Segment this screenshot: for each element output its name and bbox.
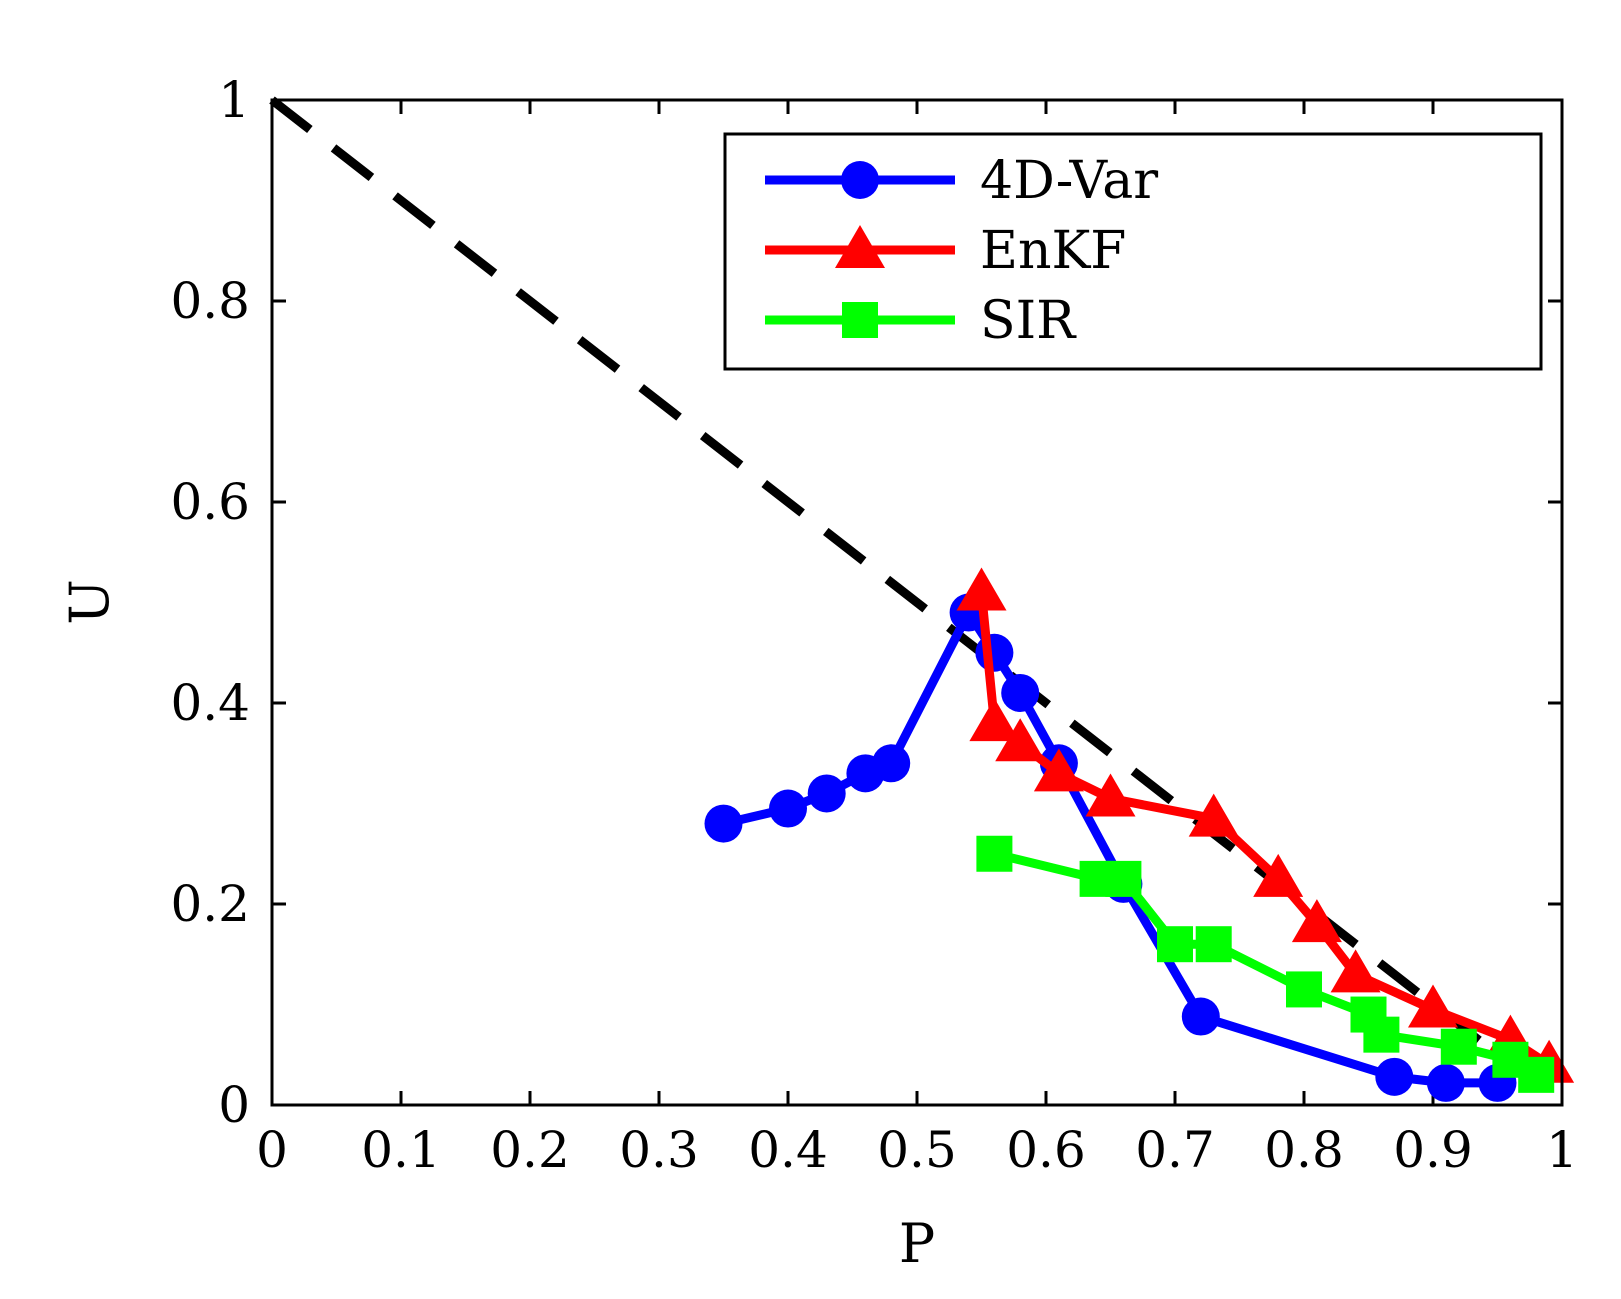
legend-label-enkf: EnKF <box>980 221 1126 281</box>
data-point-enkf <box>1033 748 1084 792</box>
x-tick-label: 0 <box>256 1121 288 1179</box>
data-point-enkf <box>1330 949 1381 993</box>
reference-diagonal-line <box>269 96 1565 1109</box>
x-tick-label: 0.3 <box>619 1121 699 1179</box>
y-tick-label: 0.4 <box>170 674 250 732</box>
data-point-4d-var <box>1001 673 1040 712</box>
data-point-4d-var <box>704 804 743 843</box>
data-point-4d-var <box>872 744 911 783</box>
data-point-4d-var <box>1375 1057 1414 1096</box>
data-point-sir <box>1105 860 1142 897</box>
series-layer <box>704 567 1575 1102</box>
y-tick-label: 0 <box>218 1076 250 1134</box>
legend-label-sir: SIR <box>980 291 1077 351</box>
x-tick-label: 0.1 <box>361 1121 441 1179</box>
data-point-sir <box>976 835 1013 872</box>
plot-frame <box>270 98 1564 1107</box>
y-axis-label: U <box>58 579 121 625</box>
data-point-sir <box>1440 1028 1477 1065</box>
x-tick-label: 0.6 <box>1006 1121 1086 1179</box>
series-sir <box>976 835 1555 1093</box>
x-tick-label: 1 <box>1546 1121 1578 1179</box>
data-point-sir <box>1363 1016 1400 1053</box>
legend-marker-enkf <box>835 225 885 268</box>
y-tick-label: 0.2 <box>170 875 250 933</box>
data-point-enkf <box>1085 773 1136 817</box>
x-tick-labels: 0 0.1 0.2 0.3 0.4 0.5 0.6 0.7 0.8 0.9 1 <box>256 1121 1578 1179</box>
y-tick-label: 0.6 <box>170 473 250 531</box>
x-tick-label: 0.4 <box>748 1121 828 1179</box>
data-point-sir <box>1286 971 1322 1008</box>
y-tick-label: 1 <box>218 71 250 129</box>
x-tick-label: 0.5 <box>877 1121 957 1179</box>
data-point-4d-var <box>769 789 807 828</box>
legend-marker-sir <box>842 302 878 338</box>
data-point-sir <box>1157 926 1193 963</box>
data-point-enkf <box>969 698 1020 742</box>
data-point-enkf <box>956 567 1007 611</box>
x-axis-label: P <box>899 1212 935 1275</box>
data-point-enkf <box>995 718 1046 762</box>
data-point-enkf <box>1291 899 1342 943</box>
y-tick-labels: 0 0.2 0.4 0.6 0.8 1 <box>170 71 250 1134</box>
legend-marker-4d-var <box>841 161 879 199</box>
x-tick-label: 0.8 <box>1264 1121 1344 1179</box>
data-point-4d-var <box>1426 1063 1465 1102</box>
data-point-enkf <box>1253 853 1304 897</box>
data-point-sir <box>1518 1056 1555 1093</box>
data-point-enkf <box>1408 984 1458 1028</box>
x-tick-label: 0.9 <box>1393 1121 1473 1179</box>
data-point-4d-var <box>975 633 1014 672</box>
data-point-sir <box>1195 926 1232 963</box>
x-tick-label: 0.2 <box>490 1121 570 1179</box>
data-point-4d-var <box>807 774 846 813</box>
legend-label-4d-var: 4D-Var <box>980 151 1158 211</box>
legend: 4D-Var EnKF SIR <box>723 132 1543 371</box>
data-point-4d-var <box>1181 997 1220 1036</box>
series-4d-var <box>704 593 1517 1102</box>
data-point-enkf <box>1188 793 1239 837</box>
x-tick-label: 0.7 <box>1135 1121 1215 1179</box>
y-tick-label: 0.8 <box>170 272 250 330</box>
